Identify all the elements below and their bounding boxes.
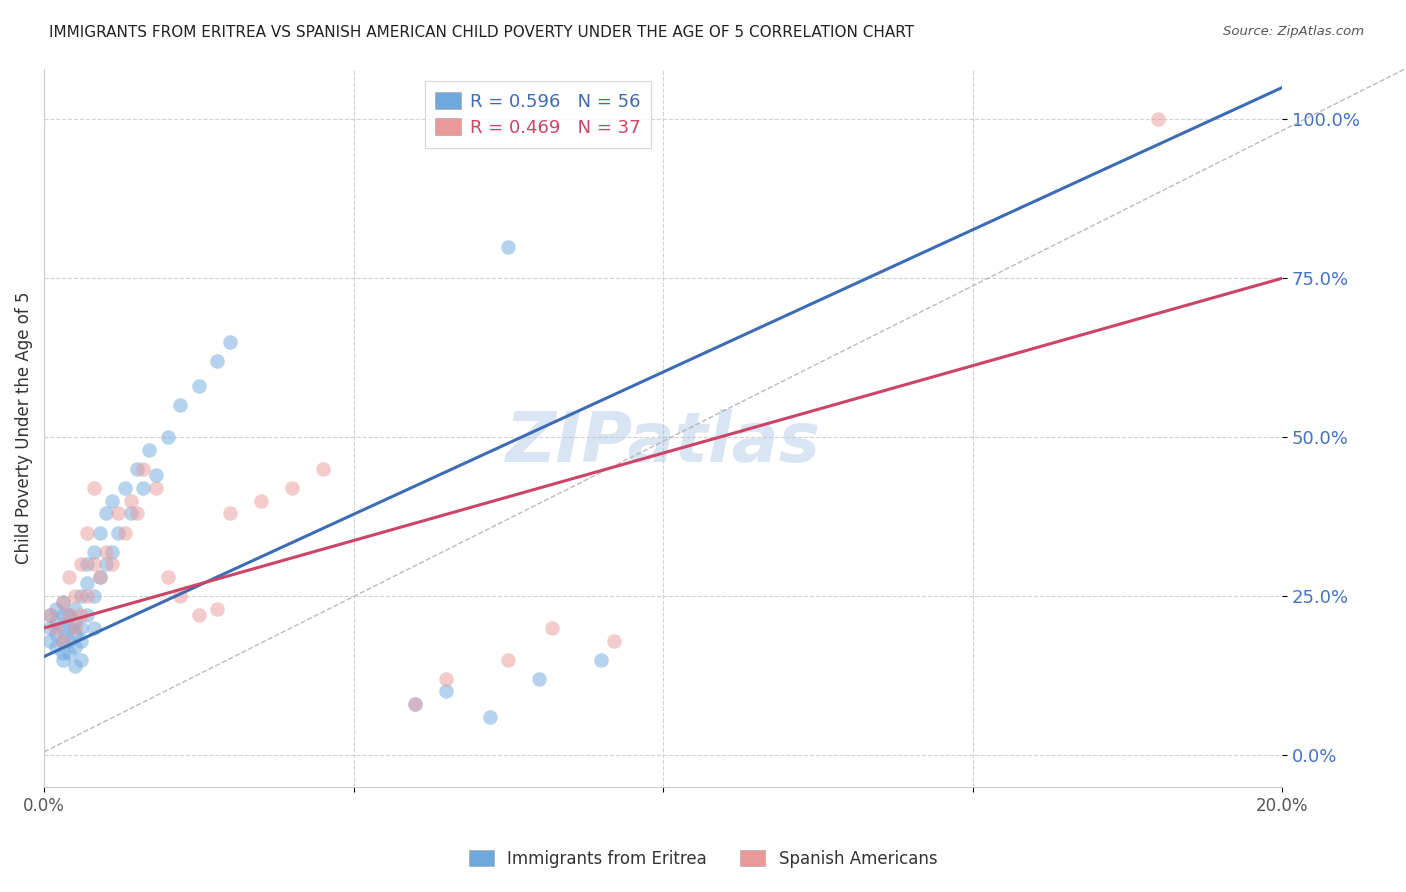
Point	[249, 493, 271, 508]
Point	[89, 525, 111, 540]
Legend: Immigrants from Eritrea, Spanish Americans: Immigrants from Eritrea, Spanish America…	[463, 844, 943, 875]
Point	[63, 627, 86, 641]
Point	[52, 653, 75, 667]
Legend: R = 0.596   N = 56, R = 0.469   N = 37: R = 0.596 N = 56, R = 0.469 N = 37	[425, 81, 651, 148]
Point	[39, 608, 62, 623]
Point	[76, 589, 98, 603]
Point	[70, 621, 93, 635]
Point	[107, 507, 129, 521]
Point	[70, 558, 93, 572]
Point	[187, 608, 209, 623]
Point	[58, 646, 80, 660]
Point	[207, 354, 229, 368]
Point	[83, 621, 105, 635]
Point	[107, 525, 129, 540]
Point	[52, 595, 75, 609]
Point	[52, 633, 75, 648]
Point	[63, 615, 86, 629]
Point	[218, 507, 240, 521]
Point	[591, 653, 613, 667]
Point	[145, 468, 167, 483]
Text: IMMIGRANTS FROM ERITREA VS SPANISH AMERICAN CHILD POVERTY UNDER THE AGE OF 5 COR: IMMIGRANTS FROM ERITREA VS SPANISH AMERI…	[49, 25, 914, 40]
Point	[280, 481, 302, 495]
Point	[45, 621, 67, 635]
Point	[45, 602, 67, 616]
Point	[70, 608, 93, 623]
Point	[52, 633, 75, 648]
Point	[76, 525, 98, 540]
Point	[63, 602, 86, 616]
Point	[63, 589, 86, 603]
Point	[187, 379, 209, 393]
Point	[529, 672, 551, 686]
Point	[52, 646, 75, 660]
Point	[58, 608, 80, 623]
Point	[132, 481, 155, 495]
Text: ZIPatlas: ZIPatlas	[506, 409, 821, 475]
Point	[169, 589, 191, 603]
Point	[39, 621, 62, 635]
Point	[436, 672, 458, 686]
Point	[156, 570, 179, 584]
Point	[76, 608, 98, 623]
Point	[58, 608, 80, 623]
Point	[83, 558, 105, 572]
Point	[132, 462, 155, 476]
Point	[70, 633, 93, 648]
Point	[52, 621, 75, 635]
Point	[218, 334, 240, 349]
Point	[94, 544, 117, 558]
Point	[101, 558, 124, 572]
Point	[76, 576, 98, 591]
Point	[120, 507, 142, 521]
Point	[101, 493, 124, 508]
Point	[156, 430, 179, 444]
Point	[70, 589, 93, 603]
Point	[405, 697, 427, 711]
Text: Source: ZipAtlas.com: Source: ZipAtlas.com	[1223, 25, 1364, 38]
Point	[39, 633, 62, 648]
Point	[145, 481, 167, 495]
Point	[114, 525, 136, 540]
Point	[1147, 112, 1170, 127]
Point	[58, 621, 80, 635]
Point	[58, 633, 80, 648]
Point	[405, 697, 427, 711]
Y-axis label: Child Poverty Under the Age of 5: Child Poverty Under the Age of 5	[15, 292, 32, 564]
Point	[138, 442, 160, 457]
Point	[76, 558, 98, 572]
Point	[169, 399, 191, 413]
Point	[45, 615, 67, 629]
Point	[125, 462, 148, 476]
Point	[602, 633, 624, 648]
Point	[207, 602, 229, 616]
Point	[89, 570, 111, 584]
Point	[498, 653, 520, 667]
Point	[436, 684, 458, 698]
Point	[114, 481, 136, 495]
Point	[63, 640, 86, 654]
Point	[45, 640, 67, 654]
Point	[63, 659, 86, 673]
Point	[83, 481, 105, 495]
Point	[94, 507, 117, 521]
Point	[120, 493, 142, 508]
Point	[70, 653, 93, 667]
Point	[101, 544, 124, 558]
Point	[540, 621, 562, 635]
Point	[58, 570, 80, 584]
Point	[89, 570, 111, 584]
Point	[311, 462, 333, 476]
Point	[63, 621, 86, 635]
Point	[498, 239, 520, 253]
Point	[52, 595, 75, 609]
Point	[83, 544, 105, 558]
Point	[52, 608, 75, 623]
Point	[83, 589, 105, 603]
Point	[478, 710, 501, 724]
Point	[94, 558, 117, 572]
Point	[39, 608, 62, 623]
Point	[45, 627, 67, 641]
Point	[125, 507, 148, 521]
